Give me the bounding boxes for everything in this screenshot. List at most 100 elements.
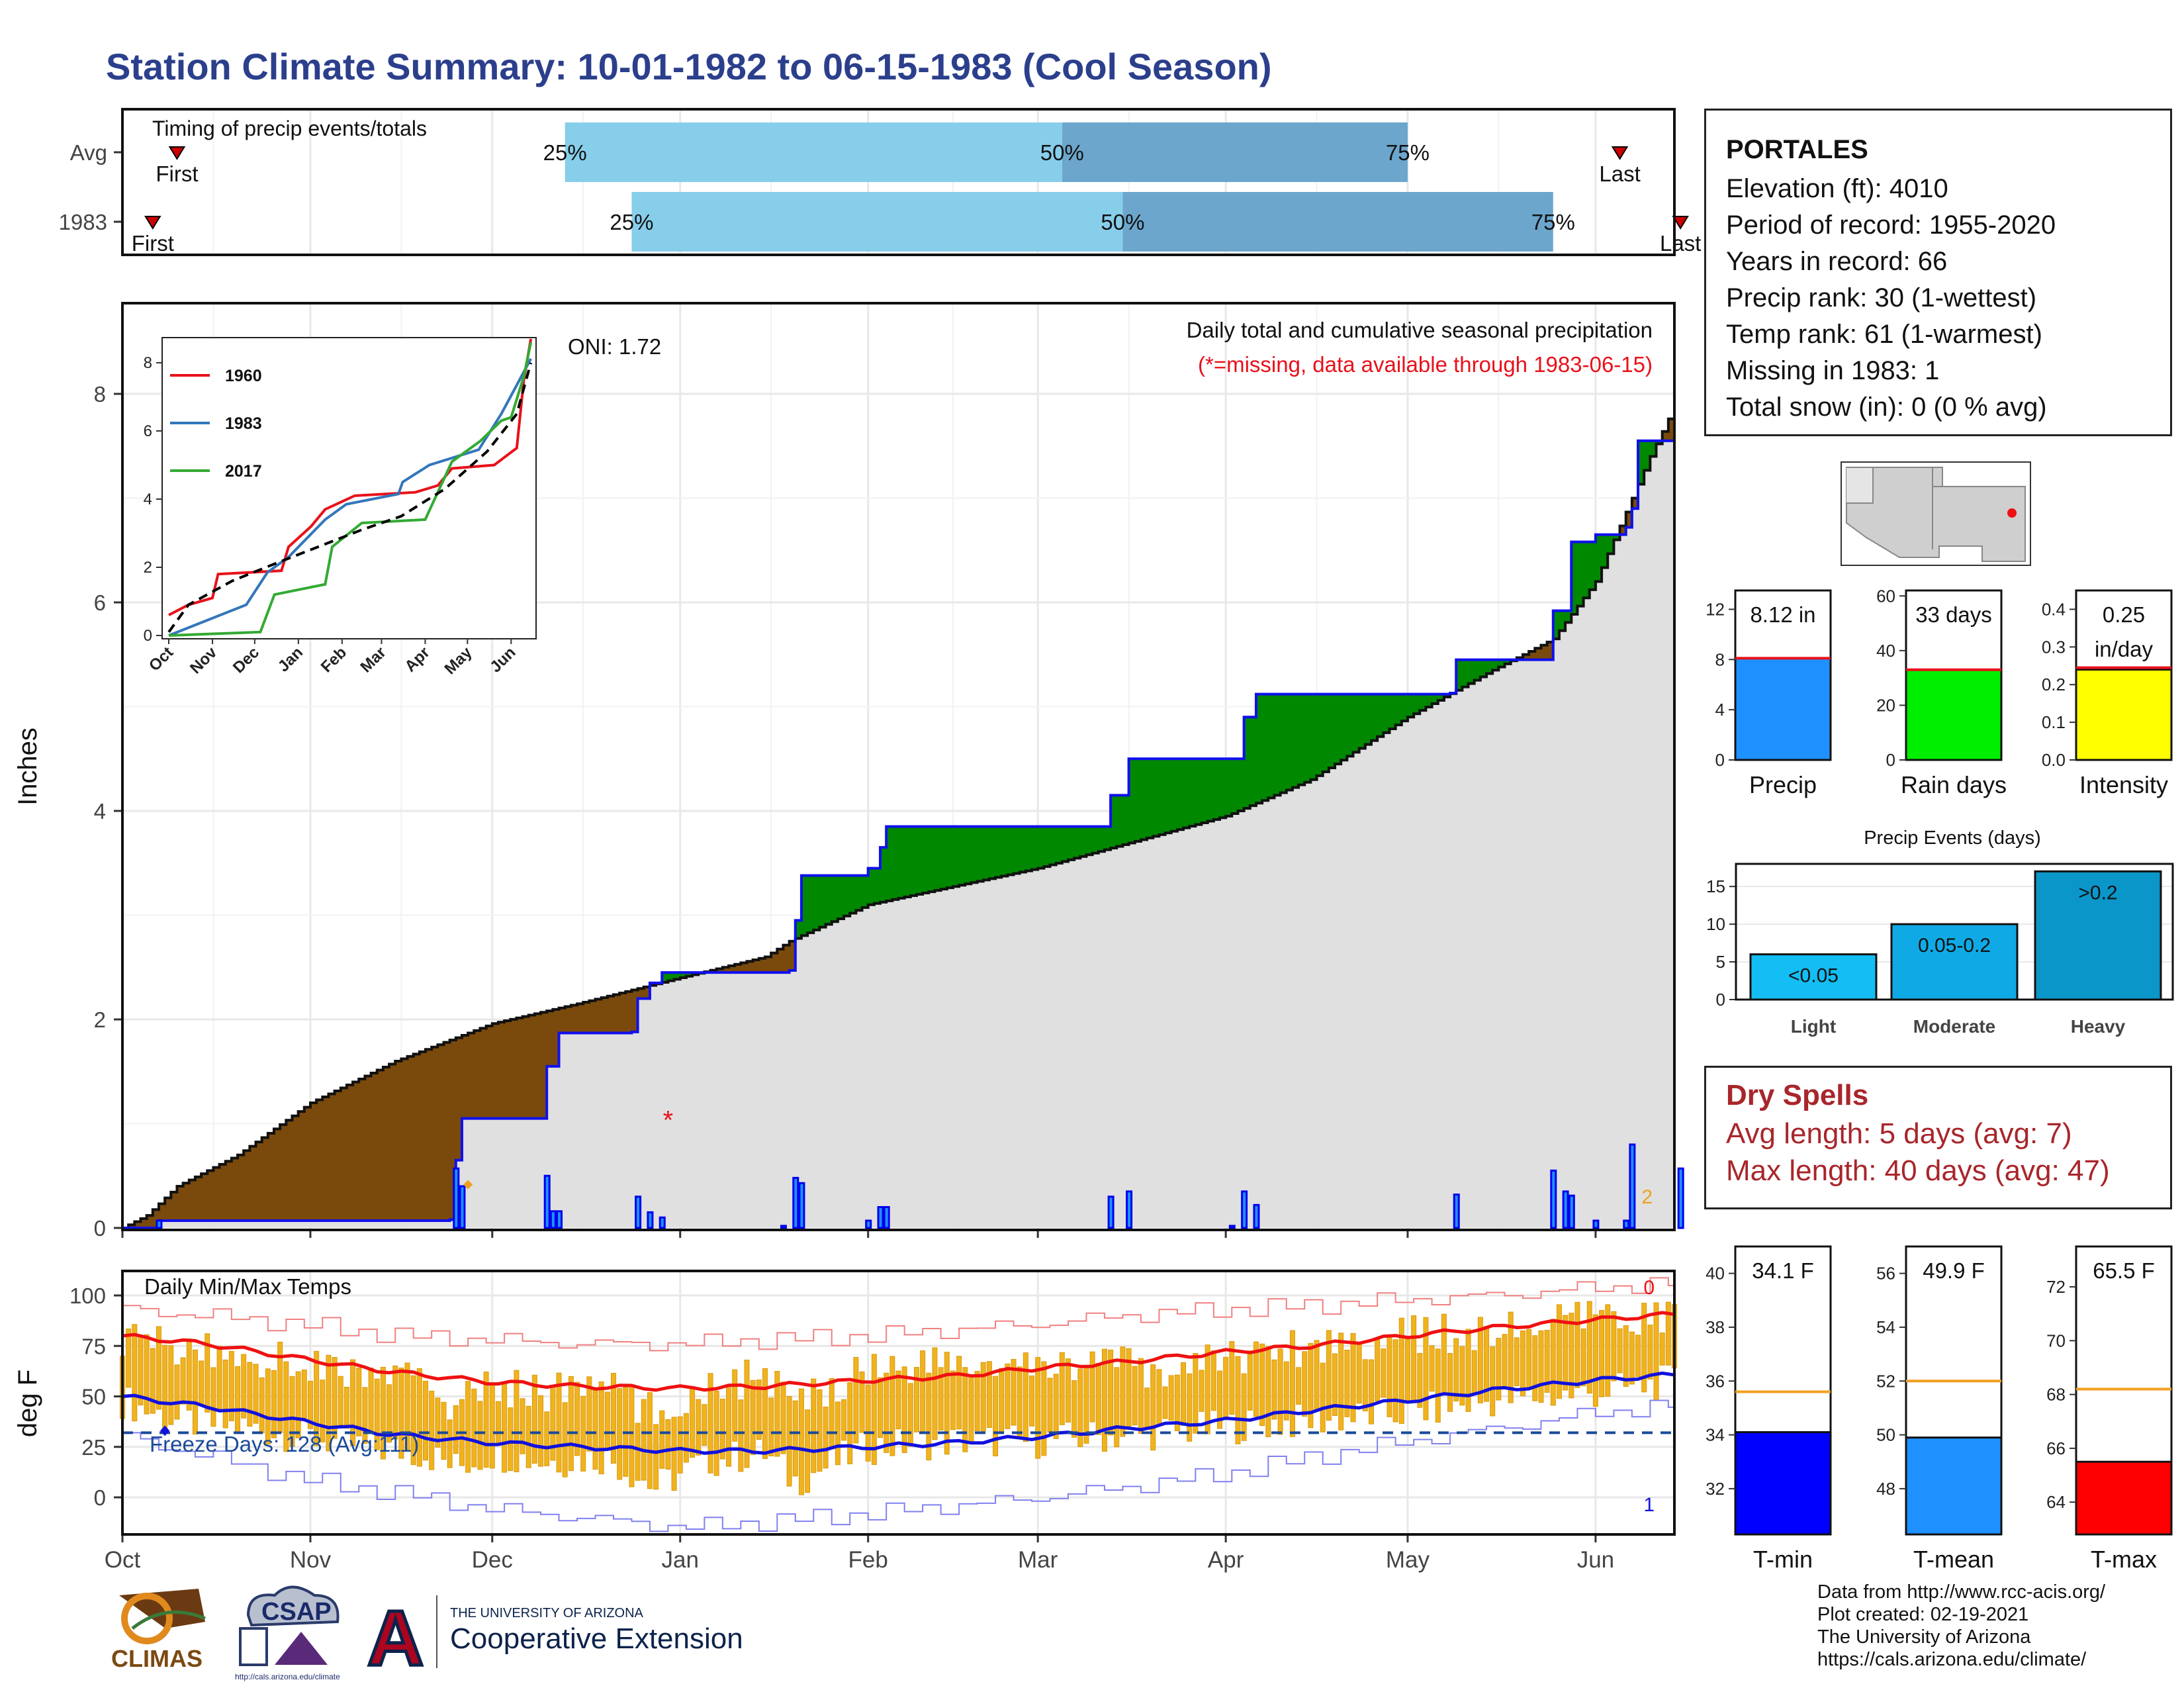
timing-pct-label: 25%	[543, 140, 587, 165]
timing-row-label: 1983	[59, 210, 107, 234]
daily-temp-bar	[586, 1376, 592, 1452]
daily-precip-bar	[459, 1185, 466, 1229]
daily-temp-bar	[404, 1362, 410, 1451]
events-bar	[2034, 870, 2162, 1001]
daily-temp-bar	[683, 1413, 689, 1463]
summary-y-tick-label: 38	[1706, 1317, 1725, 1337]
ua-letter: A	[367, 1595, 424, 1678]
temp-title: Daily Min/Max Temps	[144, 1274, 351, 1299]
daily-temp-bar	[228, 1350, 234, 1421]
daily-temp-bar	[1193, 1353, 1199, 1434]
daily-temp-bar	[1368, 1359, 1374, 1425]
summary-y-tick-label: 48	[1876, 1479, 1895, 1499]
summary-value-bar	[2075, 1460, 2173, 1536]
timing-row-label: Avg	[70, 140, 107, 165]
daily-temp-bar	[186, 1338, 192, 1411]
daily-temp-bar	[1635, 1335, 1641, 1378]
daily-temp-bar	[659, 1410, 665, 1469]
summary-y-tick-label: 56	[1876, 1264, 1895, 1284]
ua-big-text: Cooperative Extension	[450, 1622, 743, 1655]
daily-temp-bar	[138, 1335, 144, 1406]
daily-temp-bar	[907, 1383, 913, 1447]
avg-min-line	[122, 1371, 1675, 1455]
daily-temp-bar	[144, 1334, 150, 1415]
timing-bar-q3	[1122, 192, 1553, 252]
summary-value-label: 0.25	[2103, 602, 2145, 627]
daily-temp-bar	[926, 1372, 932, 1461]
daily-temp-bar	[574, 1382, 580, 1456]
station-years: Years in record: 66	[1726, 247, 1948, 276]
daily-temp-bar	[1574, 1301, 1580, 1388]
inset-series-1983	[168, 357, 532, 637]
freeze-days-label: Freeze Days: 128 (Avg:111)	[150, 1432, 419, 1456]
daily-temp-bar	[950, 1370, 956, 1430]
daily-temp-bar	[884, 1372, 889, 1453]
events-bar	[1749, 953, 1878, 1001]
inset-legend-label: 1983	[225, 414, 262, 433]
daily-temp-bar	[174, 1364, 180, 1420]
daily-temp-bar	[993, 1376, 999, 1456]
y-tick-label: 6	[94, 590, 106, 615]
daily-precip-bar	[1592, 1219, 1600, 1229]
summary-y-tick-label: 36	[1706, 1371, 1725, 1391]
daily-temp-bar	[1332, 1353, 1338, 1417]
daily-temp-bar	[307, 1380, 313, 1429]
daily-temp-bar	[1441, 1313, 1447, 1395]
daily-temp-bar	[210, 1367, 216, 1427]
daily-temp-bar	[1362, 1359, 1368, 1412]
summary-value-label: 33 days	[1915, 602, 1992, 627]
daily-temp-bar	[604, 1391, 610, 1449]
daily-precip-bar	[1629, 1143, 1636, 1229]
daily-precip-bar	[877, 1206, 884, 1229]
ua-small-text: THE UNIVERSITY OF ARIZONA	[450, 1606, 644, 1620]
daily-temp-bar	[332, 1357, 338, 1439]
daily-temp-bar	[1641, 1303, 1647, 1393]
daily-temp-bar	[295, 1371, 301, 1438]
timing-chart: Timing of precip events/totals 25% 50% 75% F…	[59, 108, 1701, 256]
daily-temp-bar	[568, 1376, 574, 1472]
temp-y-tick-label: 0	[94, 1485, 106, 1510]
footer-line: Data from http://www.rcc-acis.org/	[1817, 1581, 2106, 1603]
daily-temp-bar	[1580, 1328, 1586, 1387]
daily-precip-bar	[1677, 1167, 1684, 1229]
events-category-label: Moderate	[1913, 1016, 1995, 1037]
daily-temp-bar	[283, 1361, 289, 1452]
daily-temp-bar	[1320, 1362, 1326, 1432]
month-tick-label: Feb	[848, 1547, 888, 1573]
daily-precip-bar	[647, 1211, 654, 1229]
daily-temp-bar	[956, 1356, 962, 1430]
summary-y-tick-label: 68	[2046, 1385, 2066, 1405]
precip-annotation-missing: (*=missing, data available through 1983-…	[1198, 352, 1653, 377]
daily-temp-bar	[1259, 1343, 1265, 1427]
daily-temp-bar	[525, 1405, 531, 1468]
summary-y-tick-label: 66	[2046, 1438, 2066, 1458]
station-precip-rank: Precip rank: 30 (1-wettest)	[1726, 283, 2037, 312]
daily-temp-bar	[550, 1386, 556, 1461]
climas-logo: CLIMAS	[111, 1589, 206, 1672]
daily-temp-bar	[235, 1366, 241, 1434]
daily-temp-bar	[1011, 1358, 1017, 1426]
daily-temp-bar	[1247, 1350, 1253, 1411]
summary-y-tick-label: 70	[2046, 1331, 2066, 1350]
temp-summary-bars: 34.1 F 32 34 36 38 40 T-min 49.9 F 48 50 52 54 56 T-m…	[1706, 1245, 2173, 1573]
daily-temp-bar	[514, 1370, 520, 1473]
month-tick-label: Jan	[662, 1547, 699, 1573]
daily-precip-bar	[1562, 1190, 1569, 1229]
daily-temp-bar	[1126, 1348, 1132, 1427]
daily-temp-bar	[1265, 1346, 1271, 1438]
daily-temp-bar	[580, 1395, 586, 1472]
timing-bar-q2	[631, 192, 1123, 252]
summary-y-tick-label: 4	[1715, 700, 1725, 720]
daily-temp-bar	[641, 1399, 647, 1481]
daily-temp-bar	[1035, 1357, 1041, 1459]
events-bar	[1890, 923, 2019, 1001]
daily-temp-bar	[1065, 1358, 1071, 1423]
month-tick-label: Dec	[472, 1547, 513, 1573]
daily-temp-bar	[774, 1371, 780, 1457]
timing-pct-label: 75%	[1386, 140, 1430, 165]
precip-y-label: Inches	[13, 727, 42, 806]
daily-temp-bar	[556, 1372, 562, 1473]
station-temp-rank: Temp rank: 61 (1-warmest)	[1726, 320, 2042, 349]
dry-spells-max: Max length: 40 days (avg: 47)	[1726, 1154, 2110, 1187]
summary-value-bar	[1905, 1436, 2003, 1536]
